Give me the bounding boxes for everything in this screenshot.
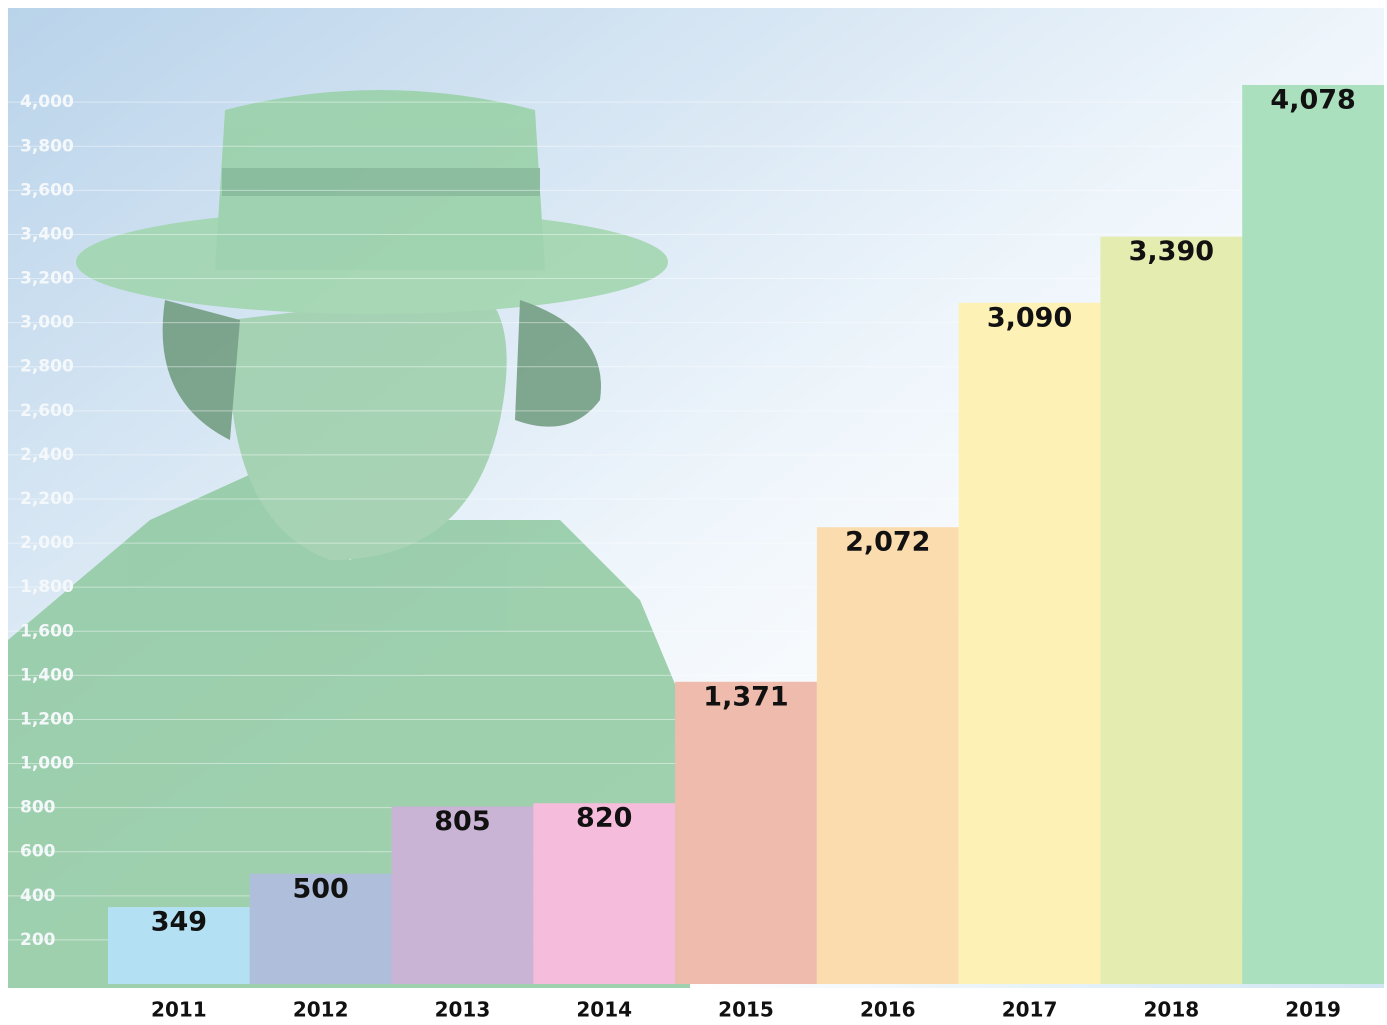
bar (959, 303, 1101, 984)
y-tick-label: 2,000 (20, 533, 74, 553)
y-tick-label: 1,400 (20, 665, 74, 685)
bar (675, 682, 817, 984)
y-tick-label: 800 (20, 798, 56, 818)
value-label: 2,072 (845, 527, 930, 558)
x-tick-label: 2018 (1143, 998, 1199, 1022)
x-tick-label: 2013 (435, 998, 491, 1022)
value-label: 349 (151, 907, 207, 938)
y-tick-label: 600 (20, 842, 56, 862)
y-tick-label: 2,800 (20, 357, 74, 377)
y-tick-label: 4,000 (20, 92, 74, 112)
y-tick-label: 3,600 (20, 180, 74, 200)
x-tick-label: 2015 (718, 998, 774, 1022)
y-tick-label: 400 (20, 886, 56, 906)
x-tick-label: 2012 (293, 998, 349, 1022)
value-label: 3,090 (987, 302, 1072, 333)
value-label: 805 (434, 806, 490, 837)
bar (1100, 237, 1242, 984)
y-tick-label: 3,200 (20, 269, 74, 289)
y-tick-label: 2,400 (20, 445, 74, 465)
x-tick-label: 2011 (151, 998, 207, 1022)
bar (817, 527, 959, 984)
y-tick-label: 1,200 (20, 709, 74, 729)
x-tick-label: 2016 (860, 998, 916, 1022)
value-label: 500 (292, 873, 348, 904)
value-label: 820 (576, 803, 632, 834)
y-tick-label: 1,800 (20, 577, 74, 597)
y-tick-label: 200 (20, 930, 56, 950)
y-tick-label: 3,000 (20, 313, 74, 333)
value-label: 1,371 (703, 681, 788, 712)
value-label: 3,390 (1129, 236, 1214, 267)
y-tick-label: 2,600 (20, 401, 74, 421)
y-tick-label: 2,200 (20, 489, 74, 509)
y-tick-label: 3,800 (20, 136, 74, 156)
x-tick-label: 2014 (576, 998, 632, 1022)
x-tick-label: 2019 (1285, 998, 1341, 1022)
y-tick-label: 1,600 (20, 621, 74, 641)
x-tick-label: 2017 (1002, 998, 1058, 1022)
value-label: 4,078 (1270, 84, 1355, 115)
y-tick-label: 1,000 (20, 754, 74, 774)
bar (1242, 85, 1384, 984)
chart: 200 400 600 800 1,000 1,200 1,400 1,600 1,800 2,0… (0, 0, 1387, 1025)
y-tick-label: 3,400 (20, 224, 74, 244)
